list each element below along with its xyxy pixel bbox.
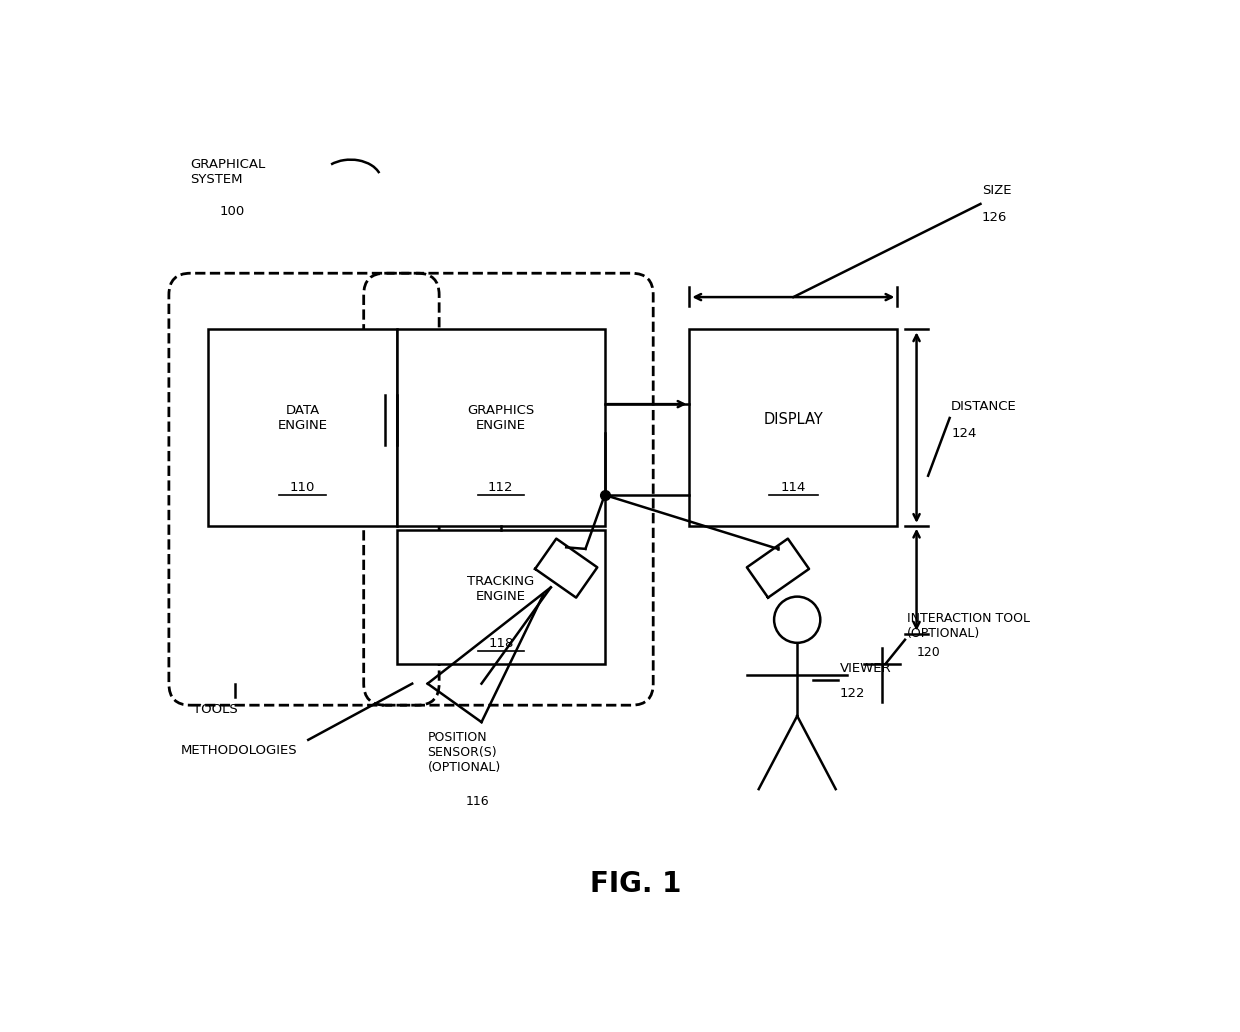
Text: INTERACTION TOOL
(OPTIONAL): INTERACTION TOOL (OPTIONAL) xyxy=(906,612,1029,640)
Text: POSITION
SENSOR(S)
(OPTIONAL): POSITION SENSOR(S) (OPTIONAL) xyxy=(428,732,501,774)
Text: 120: 120 xyxy=(916,646,940,659)
Text: DISPLAY: DISPLAY xyxy=(764,412,823,427)
Text: 116: 116 xyxy=(466,795,490,808)
Bar xyxy=(397,329,605,525)
Bar xyxy=(208,329,397,525)
Text: DATA
ENGINE: DATA ENGINE xyxy=(278,404,327,432)
Text: 100: 100 xyxy=(219,205,246,218)
Text: 110: 110 xyxy=(290,481,315,493)
Text: METHODOLOGIES: METHODOLOGIES xyxy=(181,744,298,757)
Text: 118: 118 xyxy=(489,637,513,650)
Text: VIEWER: VIEWER xyxy=(839,662,892,675)
Text: 124: 124 xyxy=(951,427,977,440)
Text: GRAPHICAL
SYSTEM: GRAPHICAL SYSTEM xyxy=(191,158,265,186)
Text: 114: 114 xyxy=(781,481,806,493)
Bar xyxy=(397,529,605,665)
Text: SIZE: SIZE xyxy=(982,185,1012,197)
Text: GRAPHICS
ENGINE: GRAPHICS ENGINE xyxy=(467,404,534,432)
Text: TRACKING
ENGINE: TRACKING ENGINE xyxy=(467,575,534,603)
Text: TOOLS: TOOLS xyxy=(192,703,238,715)
Bar xyxy=(689,329,898,525)
Text: 122: 122 xyxy=(839,687,866,700)
Text: DISTANCE: DISTANCE xyxy=(951,400,1017,413)
Text: 112: 112 xyxy=(489,481,513,493)
Text: 126: 126 xyxy=(982,212,1007,224)
Text: FIG. 1: FIG. 1 xyxy=(590,870,681,898)
